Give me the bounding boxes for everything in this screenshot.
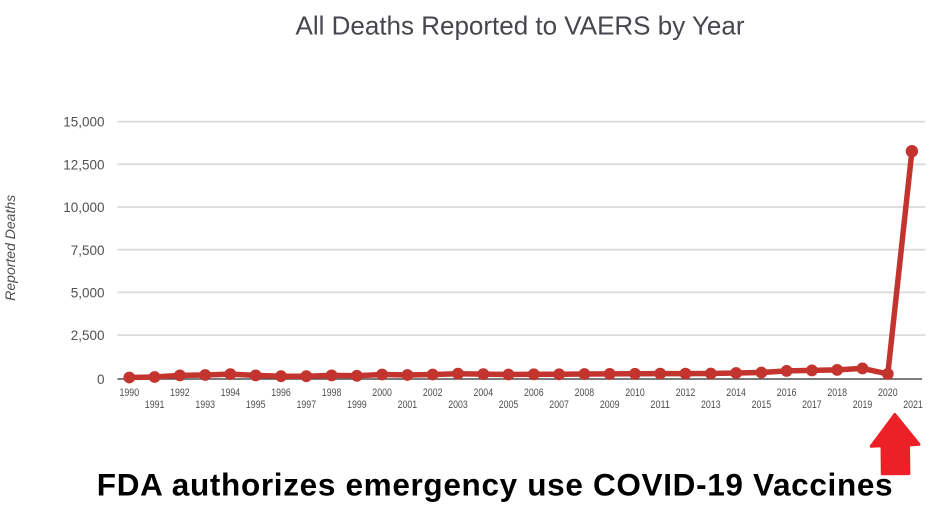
svg-text:2016: 2016 <box>777 387 797 399</box>
svg-text:1991: 1991 <box>145 399 165 411</box>
svg-text:2009: 2009 <box>600 399 620 411</box>
svg-text:2013: 2013 <box>701 399 721 411</box>
svg-text:2002: 2002 <box>423 387 443 399</box>
svg-text:2021: 2021 <box>903 399 923 411</box>
svg-text:2017: 2017 <box>802 399 822 411</box>
svg-text:5,000: 5,000 <box>71 286 105 301</box>
svg-text:2011: 2011 <box>650 399 670 411</box>
svg-text:2003: 2003 <box>448 399 468 411</box>
svg-text:1992: 1992 <box>170 387 190 399</box>
svg-text:FDA authorizes emergency use C: FDA authorizes emergency use COVID-19 Va… <box>97 467 893 503</box>
svg-text:15,000: 15,000 <box>63 115 104 130</box>
svg-text:1996: 1996 <box>271 387 291 399</box>
svg-text:2015: 2015 <box>752 399 772 411</box>
svg-text:2010: 2010 <box>625 387 645 399</box>
svg-text:2,500: 2,500 <box>71 328 105 343</box>
svg-text:1995: 1995 <box>246 399 266 411</box>
svg-text:Reported Deaths: Reported Deaths <box>2 195 18 301</box>
svg-text:2014: 2014 <box>726 387 746 399</box>
svg-text:2004: 2004 <box>474 387 494 399</box>
svg-text:1999: 1999 <box>347 399 367 411</box>
svg-text:10,000: 10,000 <box>63 200 104 215</box>
svg-text:1997: 1997 <box>297 399 317 411</box>
svg-text:2005: 2005 <box>499 399 519 411</box>
svg-text:2008: 2008 <box>575 387 595 399</box>
svg-text:2018: 2018 <box>827 387 847 399</box>
svg-text:7,500: 7,500 <box>71 243 105 258</box>
svg-text:2019: 2019 <box>853 399 873 411</box>
svg-text:2006: 2006 <box>524 387 544 399</box>
svg-text:1993: 1993 <box>195 399 215 411</box>
svg-text:2001: 2001 <box>398 399 418 411</box>
svg-text:2020: 2020 <box>878 387 898 399</box>
svg-text:12,500: 12,500 <box>63 157 104 172</box>
svg-text:1998: 1998 <box>322 387 342 399</box>
svg-text:2000: 2000 <box>372 387 392 399</box>
svg-text:All Deaths Reported to VAERS b: All Deaths Reported to VAERS by Year <box>296 11 745 41</box>
svg-text:1994: 1994 <box>221 387 241 399</box>
svg-text:2012: 2012 <box>676 387 696 399</box>
svg-text:0: 0 <box>97 372 105 387</box>
svg-text:2007: 2007 <box>549 399 569 411</box>
svg-text:1990: 1990 <box>120 387 140 399</box>
